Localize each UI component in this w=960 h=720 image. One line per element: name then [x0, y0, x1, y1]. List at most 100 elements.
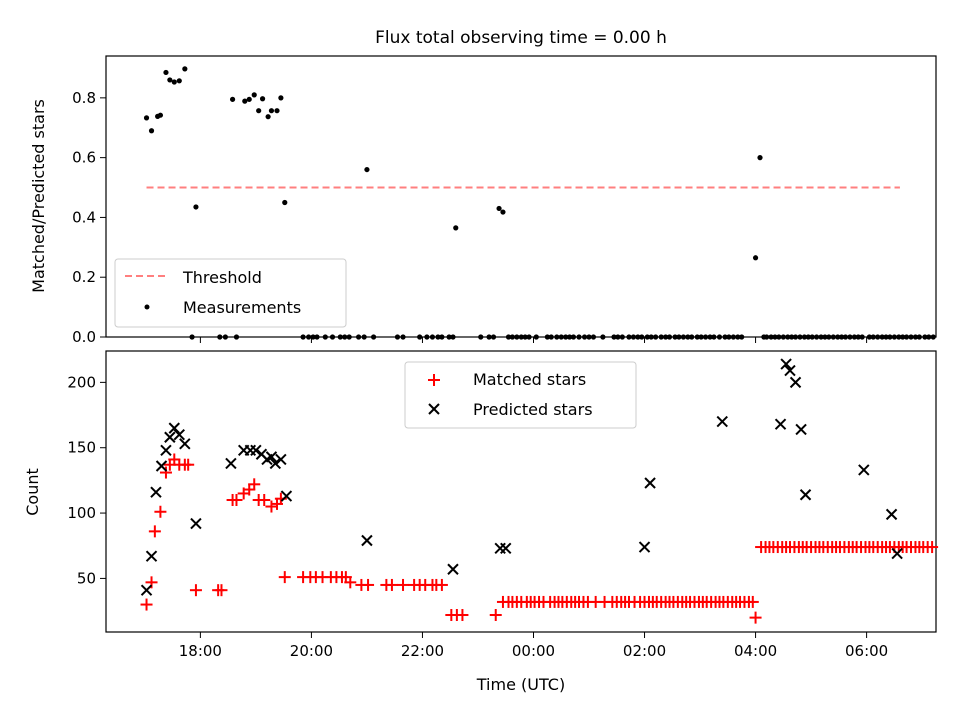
measurement-point	[356, 334, 362, 340]
legend-measurements-swatch	[144, 304, 150, 310]
measurement-point	[586, 334, 592, 340]
measurement-point	[171, 79, 177, 85]
measurement-point	[752, 255, 759, 261]
measurement-point	[903, 334, 910, 340]
measurement-point	[189, 334, 195, 340]
predicted-point-b	[500, 542, 512, 555]
top-marks	[143, 66, 936, 340]
measurement-point	[282, 199, 288, 206]
measurement-point	[689, 334, 695, 340]
measurement-point	[570, 334, 577, 340]
predicted-point	[160, 444, 172, 457]
measurement-point	[233, 334, 240, 340]
predicted-point-b	[891, 547, 903, 560]
predicted-point-b	[716, 415, 728, 428]
predicted-point-b	[179, 438, 191, 450]
predicted-point	[173, 428, 185, 441]
measurement-point	[726, 334, 732, 340]
predicted-point	[784, 364, 796, 377]
predicted-point-b	[280, 490, 293, 502]
measurement-point	[735, 334, 741, 340]
measurement-point	[322, 334, 328, 340]
measurement-point	[544, 334, 550, 340]
predicted-point-b	[265, 451, 278, 463]
matched-point	[344, 576, 357, 589]
measurement-point	[785, 334, 791, 340]
predicted-point-b	[795, 423, 807, 436]
measurement-point	[916, 334, 922, 340]
predicted-point-b	[774, 418, 787, 430]
measurement-point	[887, 334, 893, 340]
top-y-tick-label: 0.8	[72, 89, 96, 107]
bottom-y-axis-label: Count	[23, 468, 42, 516]
predicted-point-b	[255, 448, 268, 460]
matched-point	[148, 525, 161, 538]
measurement-point	[167, 77, 173, 83]
bottom-y-tick-label: 150	[67, 439, 96, 457]
measurement-point	[429, 334, 436, 340]
bottom-panel: 50 100 150 200 18:00 20:00 22:00 00:00 02:00 04:…	[23, 350, 939, 694]
measurement-point	[839, 334, 845, 340]
bottom-x-tick-label: 20:00	[290, 642, 333, 660]
measurement-point	[486, 334, 492, 340]
predicted-point	[500, 542, 512, 555]
measurement-point	[792, 334, 799, 340]
measurement-point	[278, 95, 284, 101]
measurement-point	[256, 108, 262, 114]
measurement-point	[163, 69, 169, 76]
predicted-point	[250, 444, 262, 457]
measurement-point	[439, 334, 445, 340]
measurement-point	[635, 334, 641, 340]
predicted-point	[269, 457, 282, 470]
predicted-point-b	[140, 584, 153, 596]
top-y-tick-label: 0.2	[72, 268, 96, 286]
measurement-point	[830, 334, 836, 340]
bottom-y-tick-label: 50	[77, 569, 96, 587]
measurement-point	[644, 334, 650, 340]
predicted-point	[799, 489, 812, 501]
measurement-point	[847, 334, 853, 340]
measurement-point	[518, 334, 524, 340]
measurement-point	[251, 92, 257, 98]
bottom-y-tick-label: 200	[67, 373, 96, 391]
top-y-tick-label: 0.0	[72, 328, 96, 346]
measurement-point	[757, 155, 763, 161]
measurement-point	[680, 334, 686, 340]
measurement-point	[866, 334, 872, 340]
measurement-point	[314, 334, 320, 340]
measurement-point	[797, 334, 803, 340]
measurement-point	[300, 334, 306, 340]
measurement-point	[400, 334, 406, 340]
measurement-point	[739, 334, 745, 340]
bottom-x-tick-label: 18:00	[179, 642, 222, 660]
measurement-point	[268, 108, 275, 114]
predicted-point-b	[789, 376, 802, 389]
predicted-point-b	[638, 541, 651, 553]
measurement-point	[672, 334, 678, 340]
matched-point	[385, 578, 398, 591]
measurement-point	[182, 66, 188, 72]
matched-point	[154, 505, 167, 518]
measurement-point	[702, 334, 709, 340]
predicted-point	[644, 477, 656, 489]
predicted-point	[280, 490, 293, 502]
measurement-point	[666, 334, 673, 340]
top-legend-box	[114, 258, 347, 328]
bottom-x-tick-label: 00:00	[512, 642, 555, 660]
measurement-point	[900, 334, 906, 340]
bottom-marks	[140, 358, 939, 624]
measurement-point	[870, 334, 876, 340]
measurement-point	[707, 334, 713, 340]
measurement-point	[563, 334, 569, 340]
measurement-point	[926, 334, 932, 340]
measurement-point	[505, 334, 512, 340]
bottom-y-ticks: 50 100 150 200	[67, 373, 106, 587]
measurement-point	[500, 209, 506, 215]
measurement-point	[859, 334, 865, 340]
top-legend: Threshold Measurements	[114, 258, 347, 328]
measurement-point	[446, 334, 452, 340]
measurement-point	[639, 334, 645, 340]
measurement-point	[922, 334, 928, 340]
measurement-point	[342, 334, 348, 340]
measurement-point	[148, 128, 155, 134]
